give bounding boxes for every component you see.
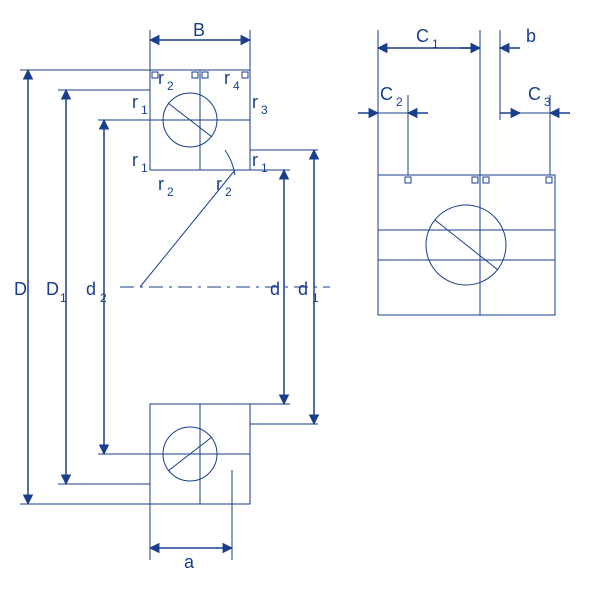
label-a: a <box>184 552 195 572</box>
label-C1: C <box>416 26 429 46</box>
label-B: B <box>193 20 205 40</box>
label-D: D <box>14 279 27 299</box>
label-r1-l-sub: 1 <box>141 103 148 117</box>
label-D1: D <box>46 279 59 299</box>
label-r2-br-sub: 2 <box>225 185 232 199</box>
label-r3-sub: 3 <box>261 103 268 117</box>
label-r1-r: r <box>252 150 258 170</box>
label-r4-sub: 4 <box>233 79 240 93</box>
label-C3: C <box>528 84 541 104</box>
label-r1-l: r <box>132 92 138 112</box>
label-r2-bl: r <box>158 174 164 194</box>
label-r4: r <box>224 68 230 88</box>
label-d2-sub: 2 <box>100 291 107 305</box>
label-r3: r <box>252 92 258 112</box>
label-r1-r-sub: 1 <box>261 161 268 175</box>
label-r2-tl-sub: 2 <box>167 79 174 93</box>
label-r2-bl-sub: 2 <box>167 185 174 199</box>
bearing-diagram: B D D 1 d 2 d d 1 a r 2 r 1 r 1 r 2 r 4 … <box>0 0 600 600</box>
label-d2: d <box>86 279 96 299</box>
label-C3-sub: 3 <box>544 95 551 109</box>
label-D1-sub: 1 <box>60 291 67 305</box>
label-C2-sub: 2 <box>396 95 403 109</box>
label-r1-bl-sub: 1 <box>141 161 148 175</box>
label-C2: C <box>380 84 393 104</box>
label-r1-bl: r <box>132 150 138 170</box>
labels: B D D 1 d 2 d d 1 a r 2 r 1 r 1 r 2 r 4 … <box>14 20 551 572</box>
label-d1: d <box>298 279 308 299</box>
label-r2-tl: r <box>158 68 164 88</box>
label-r2-br: r <box>216 174 222 194</box>
label-C1-sub: 1 <box>432 37 439 51</box>
detail-section <box>358 30 570 315</box>
label-d: d <box>270 279 280 299</box>
label-d1-sub: 1 <box>312 291 319 305</box>
label-b: b <box>526 26 536 46</box>
